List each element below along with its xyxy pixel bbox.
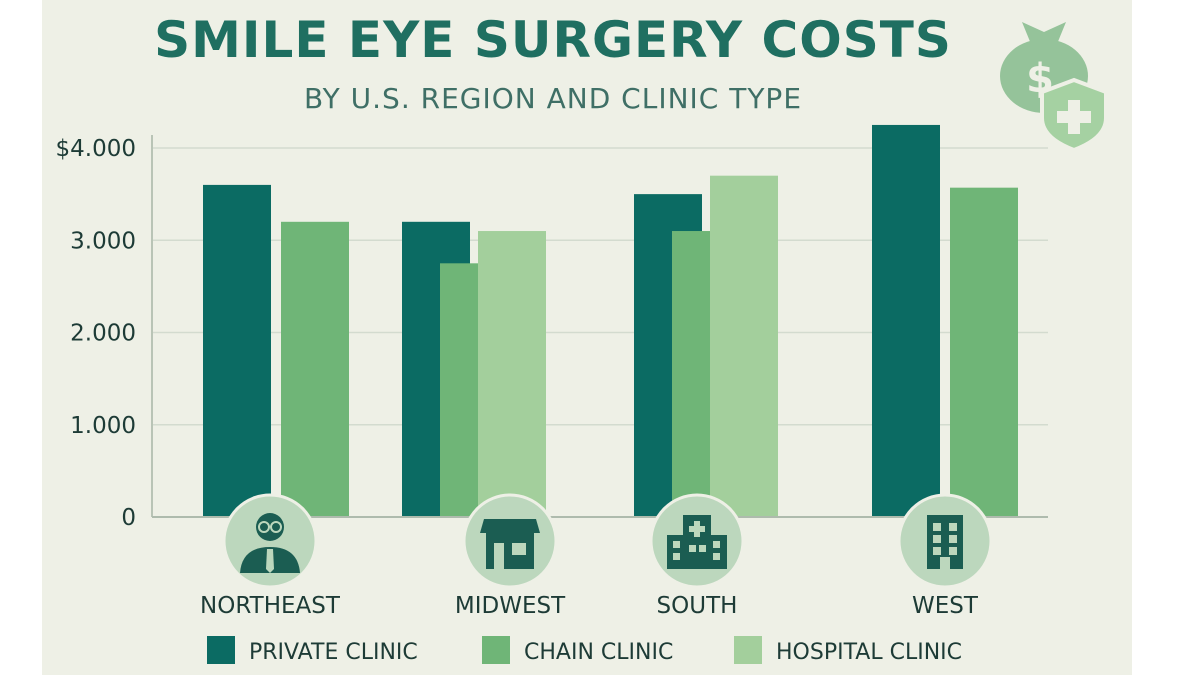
bar-west-private-clinic bbox=[872, 124, 940, 517]
category-label: MIDWEST bbox=[455, 593, 566, 619]
category-label: NORTHEAST bbox=[200, 593, 341, 619]
y-tick-label: 2.000 bbox=[70, 321, 136, 347]
legend-item: CHAIN CLINIC bbox=[482, 636, 673, 665]
medical-shield-icon bbox=[1040, 77, 1108, 153]
bar-west-chain-clinic bbox=[950, 187, 1018, 518]
legend-label: HOSPITAL CLINIC bbox=[776, 640, 962, 665]
category-label: SOUTH bbox=[657, 593, 738, 619]
legend-swatch bbox=[482, 636, 510, 664]
legend-label: PRIVATE CLINIC bbox=[249, 640, 418, 665]
chart-subtitle: BY U.S. REGION AND CLINIC TYPE bbox=[304, 82, 802, 115]
legend-item: PRIVATE CLINIC bbox=[207, 636, 418, 665]
y-axis-ticks: 0 1.000 2.000 3.000 $4.000 bbox=[56, 136, 136, 531]
legend-item: HOSPITAL CLINIC bbox=[734, 636, 962, 665]
bar-northeast-private-clinic bbox=[203, 184, 271, 517]
chart-title: SMILE EYE SURGERY COSTS bbox=[154, 11, 952, 69]
legend-label: CHAIN CLINIC bbox=[524, 640, 673, 665]
y-tick-label: 0 bbox=[121, 505, 136, 531]
legend: PRIVATE CLINIC CHAIN CLINIC HOSPITAL CLINI… bbox=[207, 636, 962, 665]
category-label: WEST bbox=[912, 593, 979, 619]
bar-midwest-hospital-clinic bbox=[478, 231, 546, 517]
y-tick-label: 3.000 bbox=[70, 228, 136, 254]
bar-northeast-chain-clinic bbox=[281, 221, 349, 518]
bars bbox=[203, 124, 1018, 518]
hospital-icon bbox=[649, 493, 745, 589]
storefront-icon bbox=[462, 493, 558, 589]
doctor-icon bbox=[222, 493, 318, 589]
y-tick-label: $4.000 bbox=[56, 136, 136, 162]
building-icon bbox=[897, 493, 993, 589]
category-icons bbox=[222, 493, 993, 589]
legend-swatch bbox=[734, 636, 762, 664]
bar-south-hospital-clinic bbox=[710, 175, 778, 518]
y-tick-label: 1.000 bbox=[70, 413, 136, 439]
category-labels: NORTHEAST MIDWEST SOUTH WEST bbox=[200, 593, 979, 619]
legend-swatch bbox=[207, 636, 235, 664]
